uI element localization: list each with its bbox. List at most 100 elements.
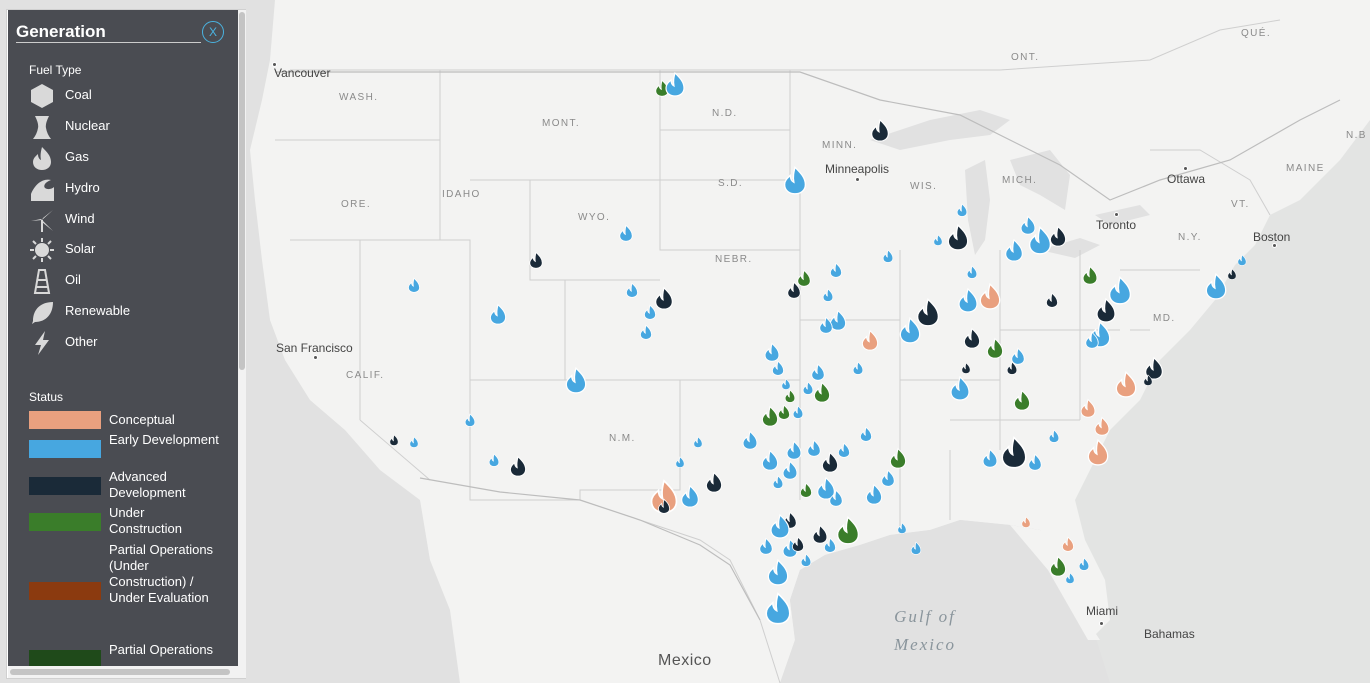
gas-plant-marker[interactable] <box>780 378 792 390</box>
gas-plant-marker[interactable] <box>1044 292 1060 308</box>
gas-plant-marker[interactable] <box>507 455 529 477</box>
gas-plant-marker[interactable] <box>1078 398 1098 418</box>
gas-plant-marker[interactable] <box>863 483 885 505</box>
gas-plant-marker[interactable] <box>851 361 865 375</box>
gas-plant-marker[interactable] <box>1025 225 1055 255</box>
gas-plant-marker[interactable] <box>821 288 835 302</box>
gas-plant-marker[interactable] <box>785 281 803 299</box>
fuel-item-other[interactable]: Other <box>28 330 228 358</box>
vertical-scrollbar[interactable] <box>238 10 246 666</box>
gas-plant-marker[interactable] <box>1202 272 1230 300</box>
gas-plant-marker[interactable] <box>833 515 863 545</box>
gas-plant-marker[interactable] <box>652 286 676 310</box>
status-item-conceptual[interactable]: Conceptual <box>29 411 229 429</box>
gas-plant-marker[interactable] <box>868 118 892 142</box>
gas-plant-marker[interactable] <box>408 436 420 448</box>
gas-plant-marker[interactable] <box>1142 374 1154 386</box>
gas-plant-marker[interactable] <box>770 360 786 376</box>
fuel-item-oil[interactable]: Oil <box>28 268 228 296</box>
gas-plant-marker[interactable] <box>809 363 827 381</box>
gas-plant-marker[interactable] <box>776 404 792 420</box>
scrollbar-thumb[interactable] <box>10 669 230 675</box>
gas-plant-marker[interactable] <box>790 536 806 552</box>
fuel-item-nuclear[interactable]: Nuclear <box>28 114 228 142</box>
gas-plant-marker[interactable] <box>1047 555 1069 577</box>
gas-plant-marker[interactable] <box>817 316 835 334</box>
gas-plant-marker[interactable] <box>562 366 590 394</box>
gas-plant-marker[interactable] <box>791 405 805 419</box>
gas-plant-marker[interactable] <box>1093 297 1119 323</box>
status-item-early-development[interactable]: Early Development <box>29 432 229 466</box>
gas-plant-marker[interactable] <box>1047 429 1061 443</box>
gas-plant-marker[interactable] <box>764 558 792 586</box>
gas-plant-marker[interactable] <box>896 316 924 344</box>
gas-plant-marker[interactable] <box>1236 254 1248 266</box>
gas-plant-marker[interactable] <box>406 277 422 293</box>
gas-plant-marker[interactable] <box>487 453 501 467</box>
gas-plant-marker[interactable] <box>463 413 477 427</box>
gas-plant-marker[interactable] <box>960 362 972 374</box>
gas-plant-marker[interactable] <box>976 282 1004 310</box>
gas-plant-marker[interactable] <box>1020 516 1032 528</box>
fuel-item-renewable[interactable]: Renewable <box>28 299 228 327</box>
gas-plant-marker[interactable] <box>388 434 400 446</box>
gas-plant-marker[interactable] <box>965 265 979 279</box>
horizontal-scrollbar[interactable] <box>8 666 246 678</box>
gas-plant-marker[interactable] <box>811 381 833 403</box>
gas-plant-marker[interactable] <box>955 203 969 217</box>
gas-plant-marker[interactable] <box>674 456 686 468</box>
gas-plant-marker[interactable] <box>780 460 800 480</box>
gas-plant-marker[interactable] <box>617 224 635 242</box>
gas-plant-marker[interactable] <box>944 223 972 251</box>
gas-plant-marker[interactable] <box>1092 416 1112 436</box>
gas-plant-marker[interactable] <box>913 297 943 327</box>
gas-plant-marker[interactable] <box>1011 389 1033 411</box>
gas-plant-marker[interactable] <box>799 553 813 567</box>
status-item-partial-operations[interactable]: Partial Operations <box>29 642 229 666</box>
gas-plant-marker[interactable] <box>662 71 688 97</box>
gas-plant-marker[interactable] <box>761 591 795 625</box>
fuel-item-hydro[interactable]: Hydro <box>28 176 228 204</box>
gas-plant-marker[interactable] <box>932 234 944 246</box>
gas-plant-marker[interactable] <box>740 430 760 450</box>
gas-plant-marker[interactable] <box>1142 356 1166 380</box>
gas-plant-marker[interactable] <box>1105 275 1135 305</box>
gas-plant-marker[interactable] <box>980 448 1000 468</box>
gas-plant-marker[interactable] <box>678 484 702 508</box>
gas-plant-marker[interactable] <box>759 449 781 471</box>
gas-plant-marker[interactable] <box>810 524 830 544</box>
status-item-partial-ops-under-construction[interactable]: Partial Operations (Under Construction) … <box>29 542 229 626</box>
gas-plant-marker[interactable] <box>859 329 881 351</box>
gas-plant-marker[interactable] <box>624 282 640 298</box>
gas-plant-marker[interactable] <box>822 537 838 553</box>
gas-plant-marker[interactable] <box>646 478 682 514</box>
fuel-item-coal[interactable]: Coal <box>28 83 228 111</box>
scrollbar-thumb[interactable] <box>239 12 245 370</box>
close-button[interactable]: X <box>202 21 224 43</box>
gas-plant-marker[interactable] <box>879 469 897 487</box>
gas-plant-marker[interactable] <box>638 324 654 340</box>
gas-plant-marker[interactable] <box>1005 361 1019 375</box>
gas-plant-marker[interactable] <box>814 476 838 500</box>
gas-plant-marker[interactable] <box>909 541 923 555</box>
gas-plant-marker[interactable] <box>947 375 973 401</box>
gas-plant-marker[interactable] <box>805 439 823 457</box>
gas-plant-marker[interactable] <box>703 471 725 493</box>
gas-plant-marker[interactable] <box>762 342 782 362</box>
status-item-under-construction[interactable]: Under Construction <box>29 505 229 539</box>
gas-plant-marker[interactable] <box>827 489 845 507</box>
gas-plant-marker[interactable] <box>1047 225 1069 247</box>
gas-plant-marker[interactable] <box>642 304 658 320</box>
gas-plant-marker[interactable] <box>801 381 815 395</box>
gas-plant-marker[interactable] <box>984 337 1006 359</box>
gas-plant-marker[interactable] <box>961 327 983 349</box>
gas-plant-marker[interactable] <box>784 440 804 460</box>
gas-plant-marker[interactable] <box>798 482 814 498</box>
gas-plant-marker[interactable] <box>955 287 981 313</box>
fuel-item-gas[interactable]: Gas <box>28 145 228 173</box>
gas-plant-marker[interactable] <box>881 249 895 263</box>
gas-plant-marker[interactable] <box>1009 347 1027 365</box>
status-item-advanced-development[interactable]: Advanced Development <box>29 469 229 503</box>
gas-plant-marker[interactable] <box>527 251 545 269</box>
gas-plant-marker[interactable] <box>1026 453 1044 471</box>
